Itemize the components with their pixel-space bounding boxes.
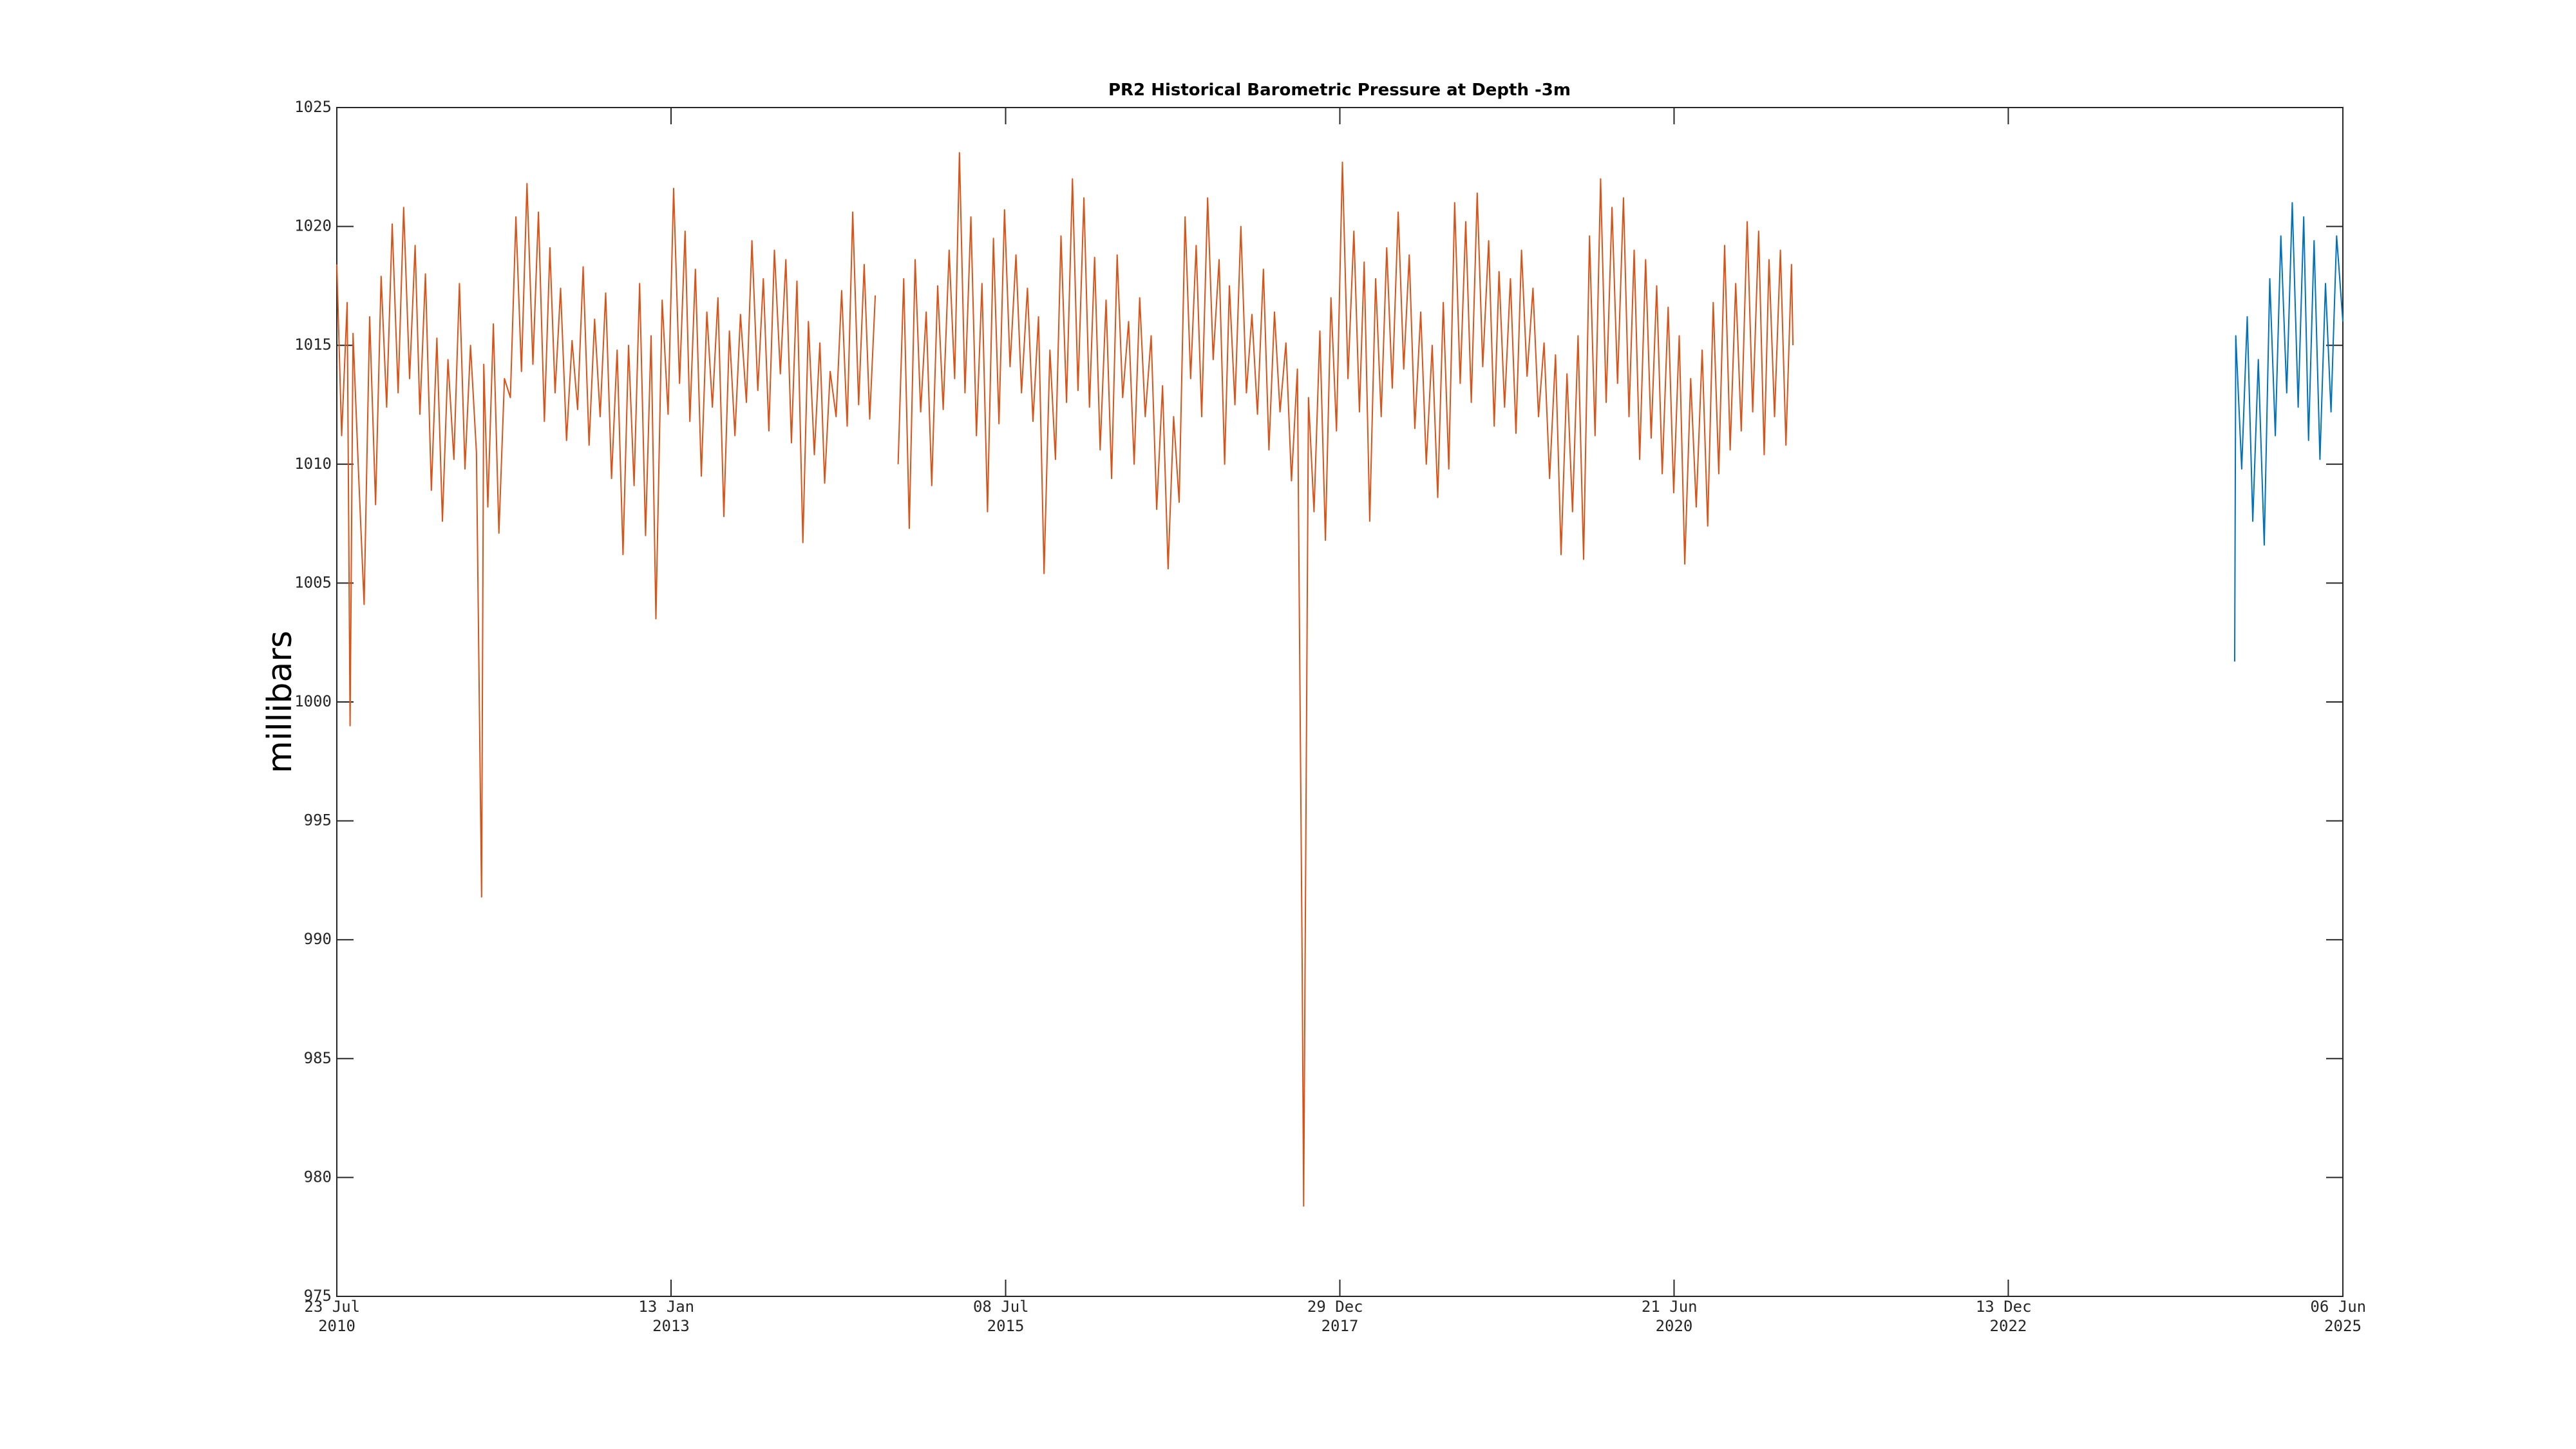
y-tick-label: 995 (304, 811, 332, 829)
y-tick-label: 980 (304, 1168, 332, 1186)
x-tick-label: 08 Jul 2015 (973, 1298, 1038, 1335)
x-tick-label-line: 13 Jan (638, 1298, 703, 1316)
y-tick-label: 1025 (294, 98, 332, 116)
x-tick-label-line: 23 Jul (304, 1298, 369, 1316)
y-tick-label: 990 (304, 930, 332, 948)
x-tick-label-line: 2017 (1321, 1317, 1359, 1335)
y-tick-label: 1015 (294, 336, 332, 354)
x-tick-label-line: 2025 (2324, 1317, 2362, 1335)
data-line (2234, 202, 2344, 662)
y-axis-label: millibars (261, 630, 299, 773)
x-tick-label-line: 08 Jul (973, 1298, 1038, 1316)
x-tick-label-line: 29 Dec (1307, 1298, 1372, 1316)
x-tick-label: 13 Jan 2013 (638, 1298, 703, 1335)
data-line (336, 152, 1794, 1207)
x-tick-label-line: 13 Dec (1976, 1298, 2041, 1316)
x-tick-label-line: 06 Jun (2310, 1298, 2375, 1316)
y-tick-label: 985 (304, 1049, 332, 1067)
x-tick-label: 29 Dec 2017 (1307, 1298, 1372, 1335)
x-tick-label-line: 2015 (987, 1317, 1025, 1335)
x-tick-label: 13 Dec 2022 (1976, 1298, 2041, 1335)
chart-title: PR2 Historical Barometric Pressure at De… (1108, 80, 1571, 100)
x-tick-label-line: 21 Jun (1642, 1298, 1707, 1316)
x-tick-label: 21 Jun 2020 (1642, 1298, 1707, 1335)
x-tick-label: 06 Jun 2025 (2310, 1298, 2375, 1335)
x-tick-label-line: 2013 (652, 1317, 690, 1335)
y-tick-label: 1020 (294, 217, 332, 235)
x-tick-label-line: 2022 (1990, 1317, 2027, 1335)
x-tick-label-line: 2010 (318, 1317, 355, 1335)
y-tick-label: 1000 (294, 692, 332, 710)
y-tick-label: 975 (304, 1287, 332, 1305)
y-tick-label: 1005 (294, 573, 332, 591)
y-tick-label: 1010 (294, 455, 332, 473)
x-tick-label: 23 Jul 2010 (304, 1298, 369, 1335)
x-tick-label-line: 2020 (1656, 1317, 1693, 1335)
